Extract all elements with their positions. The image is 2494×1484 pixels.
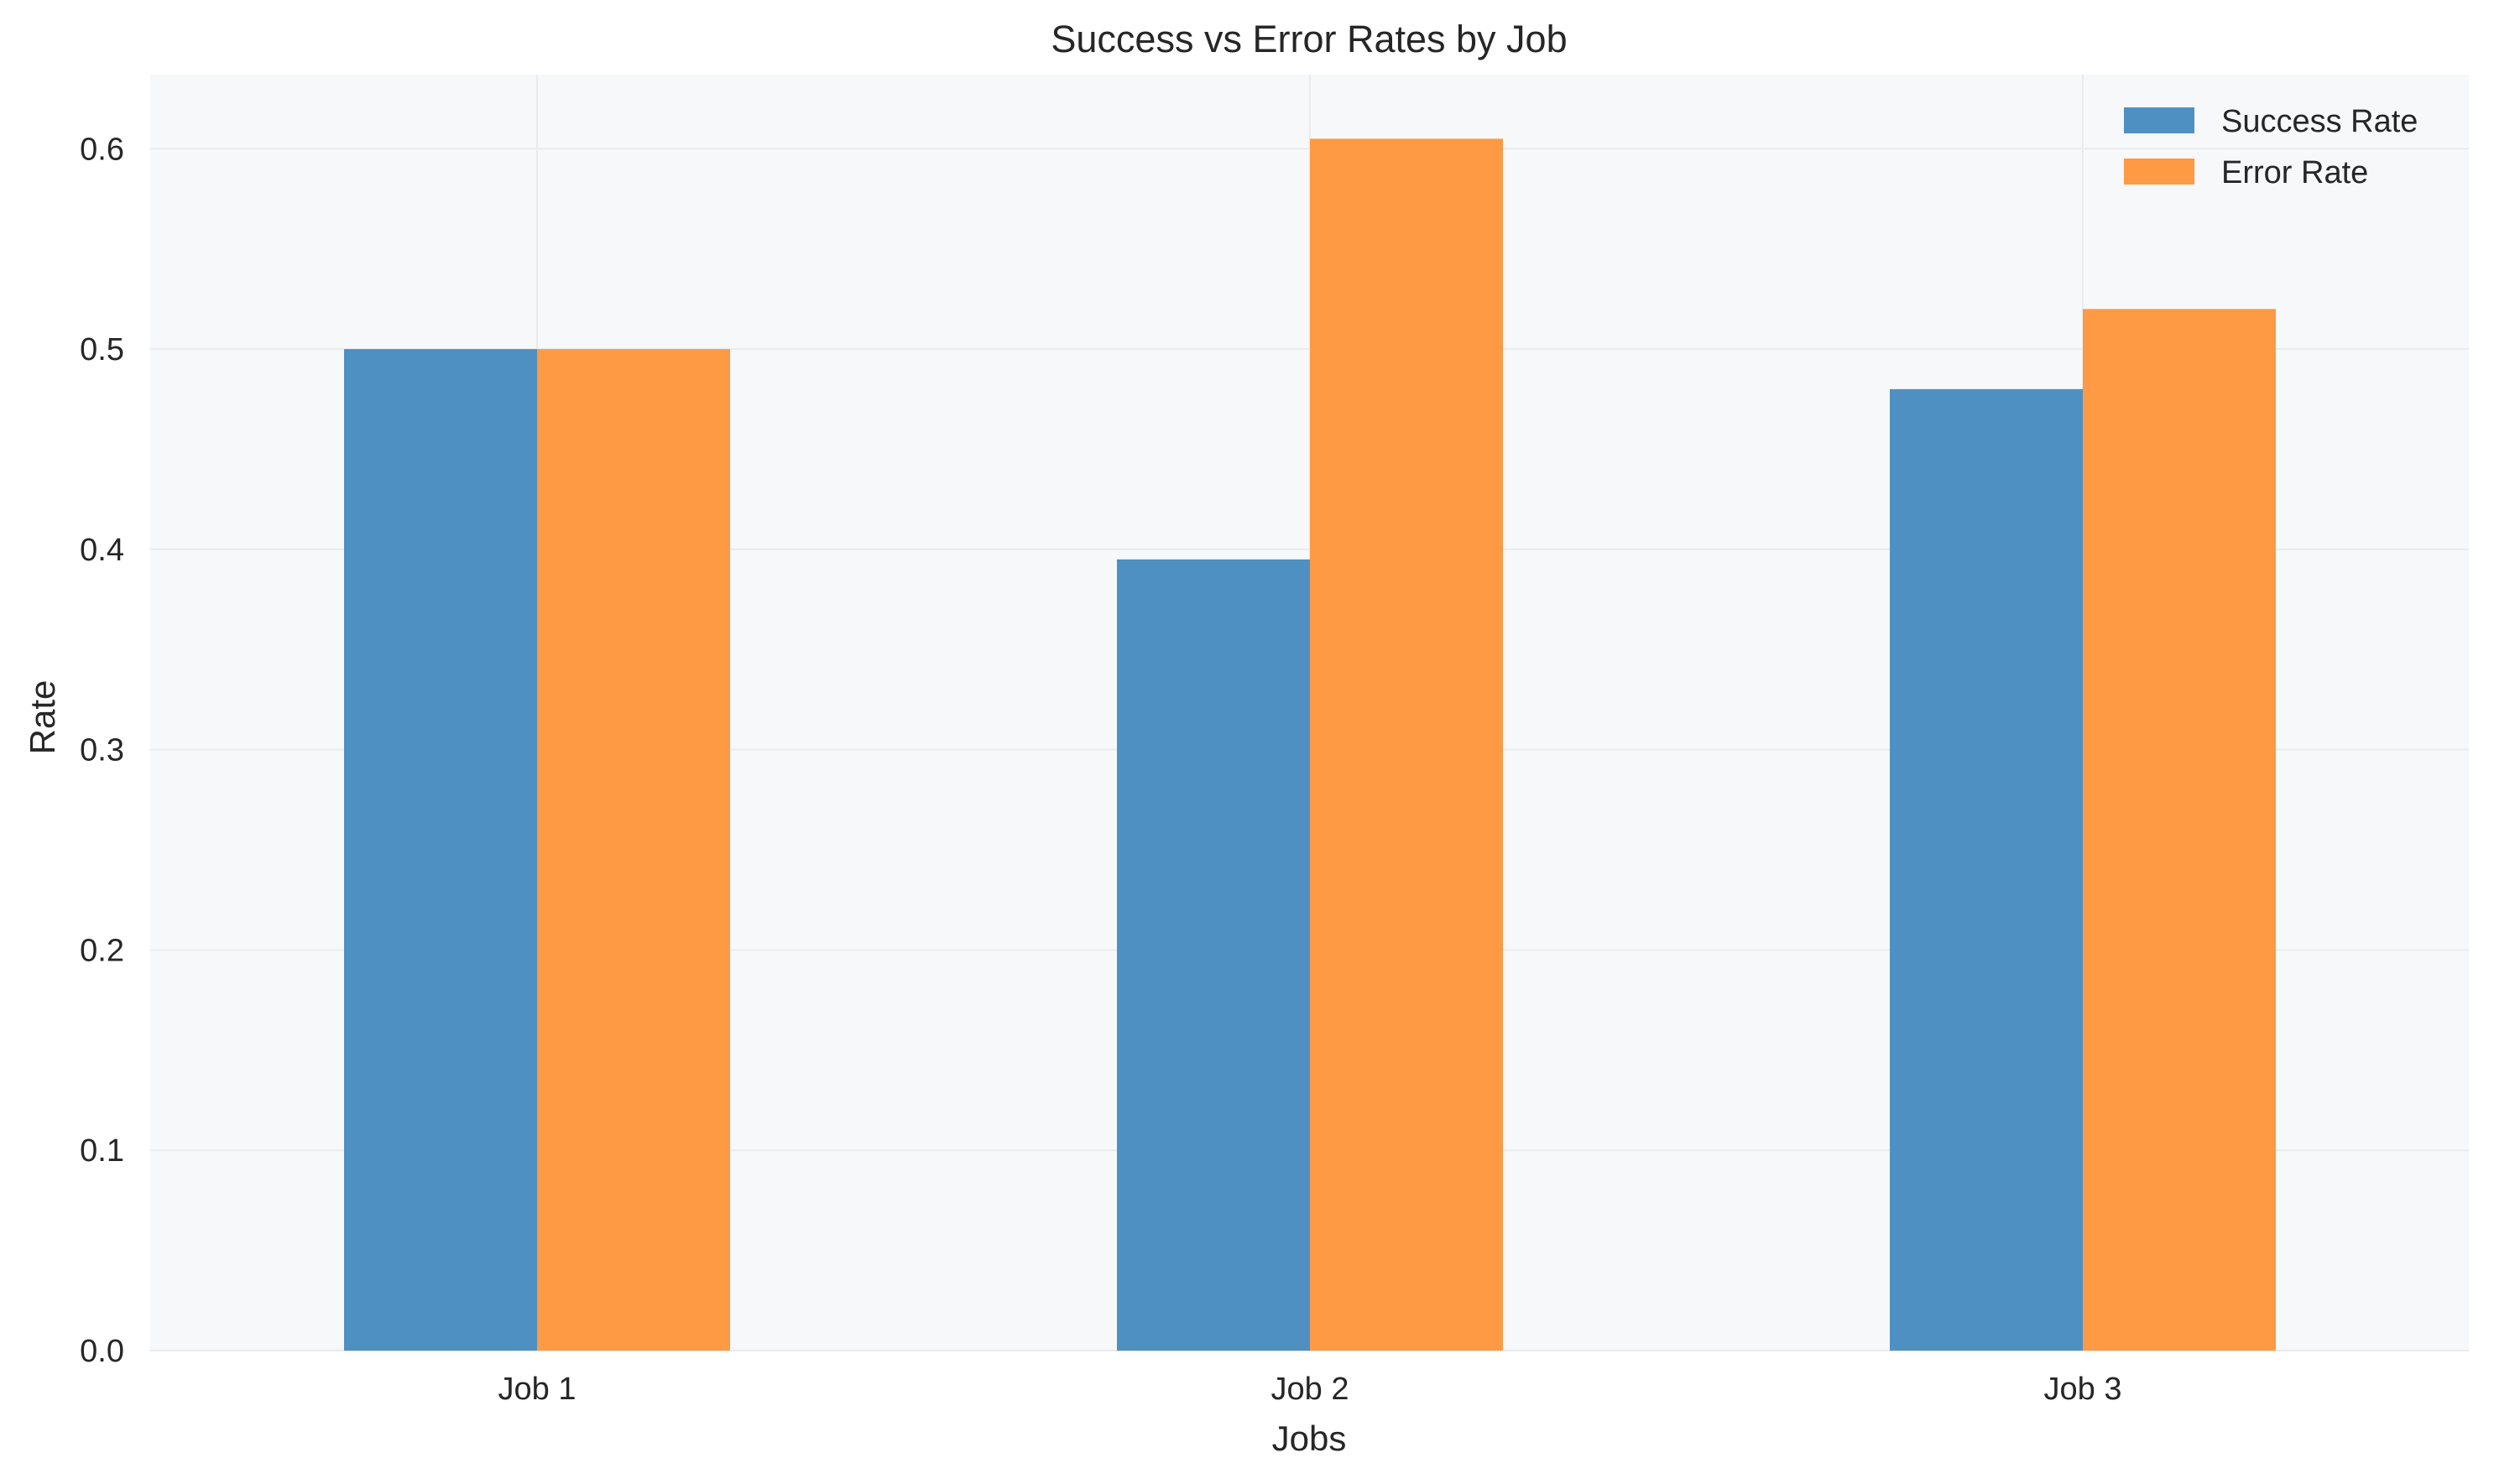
y-tick-label: 0.5 — [80, 332, 124, 367]
bar-success-rate-job-3 — [1890, 388, 2083, 1351]
legend-label: Success Rate — [2221, 104, 2418, 139]
bars — [344, 138, 2276, 1351]
x-tick-label: Job 1 — [498, 1372, 577, 1407]
legend-swatch — [2124, 107, 2194, 133]
y-axis-label: Rate — [23, 680, 62, 755]
bar-error-rate-job-1 — [537, 349, 730, 1351]
legend-swatch — [2124, 159, 2194, 185]
bar-success-rate-job-2 — [1117, 559, 1310, 1351]
legend: Success Rate Error Rate — [2124, 104, 2418, 190]
bar-success-rate-job-1 — [344, 349, 537, 1351]
y-axis-ticks: 0.0 0.1 0.2 0.3 0.4 0.5 0.6 — [80, 132, 124, 1369]
bar-error-rate-job-3 — [2083, 309, 2276, 1351]
y-tick-label: 0.3 — [80, 733, 124, 768]
y-tick-label: 0.6 — [80, 132, 124, 167]
x-tick-label: Job 2 — [1271, 1372, 1349, 1407]
x-axis-ticks: Job 1 Job 2 Job 3 — [498, 1372, 2122, 1407]
y-tick-label: 0.4 — [80, 533, 124, 568]
y-tick-label: 0.2 — [80, 933, 124, 968]
x-tick-label: Job 3 — [2044, 1372, 2122, 1407]
bar-error-rate-job-2 — [1310, 138, 1503, 1351]
legend-label: Error Rate — [2221, 155, 2368, 190]
chart-title: Success vs Error Rates by Job — [1051, 18, 1567, 60]
y-tick-label: 0.0 — [80, 1334, 124, 1369]
y-tick-label: 0.1 — [80, 1133, 124, 1169]
x-axis-label: Jobs — [1272, 1419, 1347, 1458]
